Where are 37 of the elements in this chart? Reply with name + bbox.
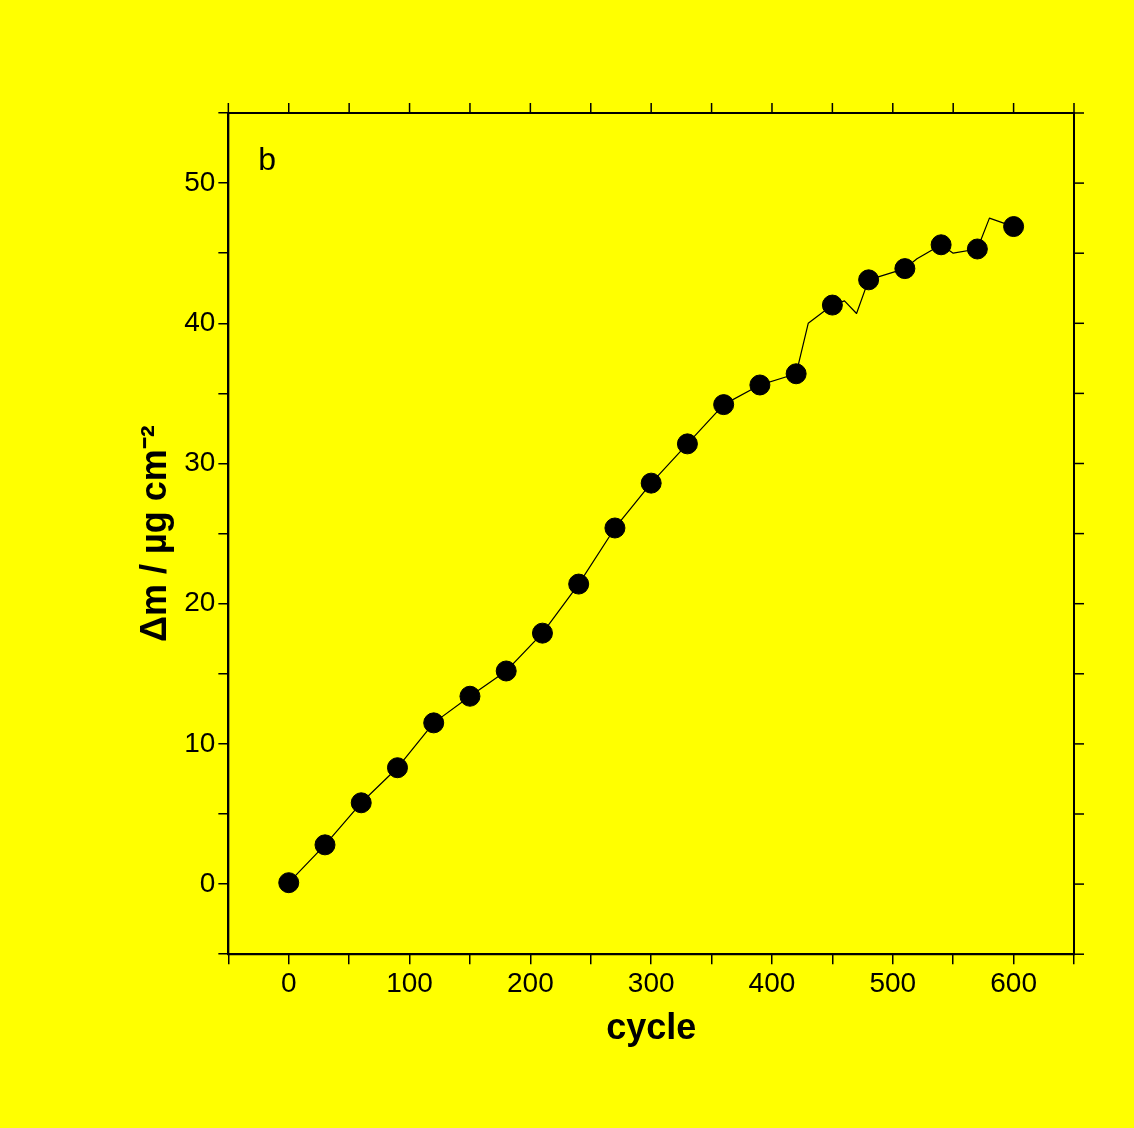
y-tick-label: 30	[184, 446, 216, 478]
point	[858, 269, 880, 291]
point	[278, 872, 300, 894]
point	[894, 258, 916, 280]
y-axis-title: Δm / µg cm⁻²	[132, 425, 174, 642]
point	[966, 238, 988, 260]
x-tick-label: 100	[386, 966, 433, 998]
point	[749, 374, 771, 396]
point	[495, 660, 517, 682]
point	[604, 517, 626, 539]
point	[821, 294, 843, 316]
y-tick-label: 50	[184, 165, 216, 197]
point	[423, 712, 445, 734]
x-tick-label: 300	[627, 966, 675, 998]
y-tick-label: 20	[184, 586, 216, 618]
x-tick-label: 200	[507, 966, 554, 998]
x-axis-title: cycle	[606, 1006, 697, 1048]
point	[568, 573, 590, 595]
x-tick-label: 500	[869, 966, 917, 998]
y-tick-label: 0	[199, 866, 216, 898]
y-tick-label: 10	[184, 726, 216, 758]
x-tick-label: 600	[990, 966, 1037, 998]
annotation: b	[258, 140, 277, 177]
point	[640, 472, 662, 494]
point	[459, 685, 481, 707]
x-tick-label: 0	[280, 966, 297, 998]
point	[350, 792, 372, 814]
x-tick-label: 400	[748, 966, 796, 998]
point	[930, 234, 952, 256]
point	[713, 394, 735, 416]
point	[676, 433, 698, 455]
point	[314, 834, 336, 856]
point	[1003, 216, 1025, 238]
point	[531, 622, 553, 644]
y-tick-label: 40	[184, 306, 216, 338]
point	[785, 363, 807, 385]
point	[386, 757, 408, 779]
